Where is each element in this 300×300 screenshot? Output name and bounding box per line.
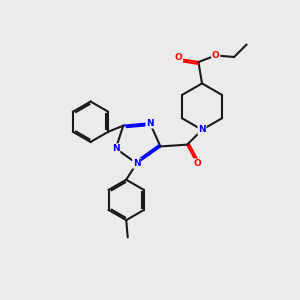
Text: O: O: [194, 159, 201, 168]
Text: N: N: [112, 144, 120, 153]
Text: O: O: [175, 53, 182, 62]
Text: N: N: [198, 125, 206, 134]
Text: N: N: [146, 119, 154, 128]
Text: O: O: [212, 51, 220, 60]
Text: N: N: [133, 159, 140, 168]
